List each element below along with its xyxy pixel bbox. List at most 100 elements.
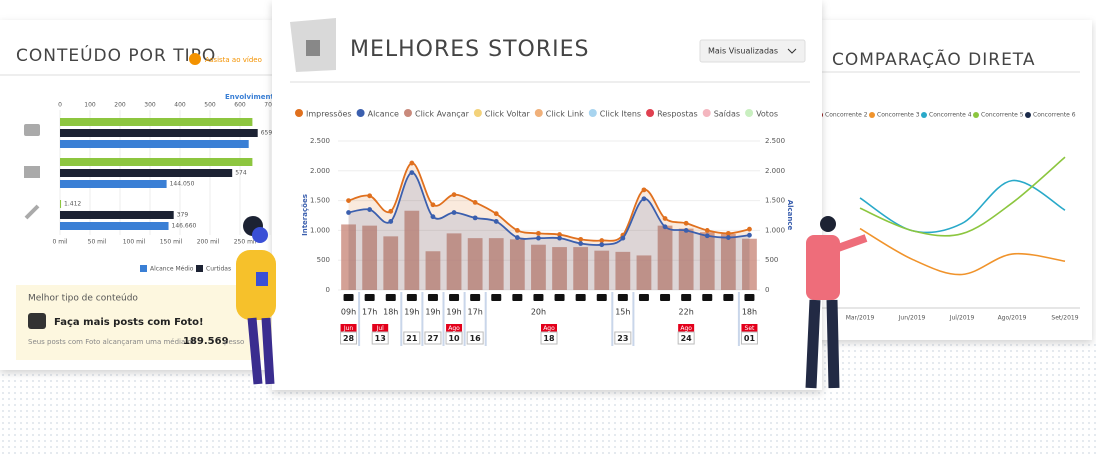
story-icon	[660, 294, 671, 301]
day-label: 23	[617, 334, 628, 343]
thumb-icon	[306, 40, 320, 56]
point	[620, 235, 626, 241]
woman-head	[252, 227, 268, 243]
legend-swatch	[973, 112, 979, 118]
panel	[812, 20, 1092, 340]
bar	[60, 180, 167, 188]
story-icon	[617, 294, 628, 301]
time-label: 19h	[425, 308, 440, 317]
x-tick-label: 400	[174, 102, 186, 109]
day-box	[340, 331, 358, 345]
axis-title: Envolvimento mi	[225, 93, 291, 101]
y2-tick-label: 2.000	[765, 167, 785, 175]
bar	[425, 251, 441, 290]
tip-unit: pesso	[224, 338, 244, 346]
legend-swatch	[869, 112, 875, 118]
bar	[60, 200, 62, 208]
point	[409, 160, 415, 166]
point	[599, 238, 605, 243]
legend-swatch	[588, 109, 597, 117]
x-tick-label: 300	[144, 102, 156, 109]
month-label: Ago	[543, 325, 555, 332]
story-icon	[385, 294, 396, 301]
bar	[678, 228, 694, 290]
x-tick-label: Ago/2019	[998, 315, 1027, 322]
area	[348, 163, 750, 290]
day-box	[445, 331, 463, 345]
right-panel: COMPARAÇÃO DIRETA Mar/2019 Jun/2019 Jul/20…	[812, 20, 1092, 340]
point	[662, 216, 668, 221]
legend-swatch	[473, 109, 482, 117]
legend-swatch	[646, 109, 655, 117]
x-tick-label: 500	[204, 102, 216, 109]
point	[472, 215, 478, 221]
point	[536, 230, 541, 236]
point	[493, 219, 499, 224]
day-label: 16	[470, 334, 482, 343]
x-tick-label: 700	[264, 102, 276, 109]
day-box	[424, 331, 442, 345]
bar	[531, 244, 546, 290]
x-tick-label: 0	[58, 102, 62, 109]
man-body	[806, 235, 840, 300]
legend-swatch	[921, 112, 927, 118]
bar	[573, 247, 589, 290]
bar	[60, 222, 169, 230]
time-label: 20h	[531, 308, 546, 317]
x2-tick-label: 0 mil	[53, 239, 68, 246]
line	[859, 156, 1066, 237]
legend-label: Concorrente 5	[981, 112, 1024, 119]
legend-label: Impressões	[306, 110, 352, 119]
day-label: 13	[375, 334, 386, 343]
video-icon	[24, 166, 40, 178]
month-badge	[372, 324, 389, 332]
data-label: 146.660	[172, 223, 197, 230]
y-tick-label: 0	[326, 286, 330, 294]
photo-icon	[24, 124, 40, 136]
day-label: 18	[543, 334, 555, 343]
y2-tick-label: 1.000	[765, 226, 785, 234]
camera-icon	[28, 313, 46, 329]
x-tick-label: Set/2019	[1051, 315, 1078, 322]
bar	[60, 169, 233, 177]
legend-label: Concorrente 6	[1033, 112, 1076, 119]
legend-swatch	[745, 109, 754, 117]
point	[451, 210, 457, 215]
day-box	[403, 331, 421, 345]
month-badge	[741, 324, 758, 332]
data-label: 379	[177, 212, 189, 219]
story-icon	[575, 294, 586, 301]
video-link[interactable]: Assista ao vídeo	[205, 56, 262, 64]
point	[599, 242, 605, 248]
point	[725, 235, 731, 240]
day-label: 24	[681, 334, 693, 343]
time-label: 18h	[383, 308, 398, 317]
point	[430, 214, 436, 220]
legend-label: Votos	[756, 110, 778, 119]
day-box	[677, 331, 695, 345]
story-icon	[427, 294, 438, 301]
point	[747, 232, 752, 238]
story-icon	[744, 294, 755, 301]
bar	[720, 233, 736, 290]
dropdown[interactable]	[699, 39, 806, 63]
mug	[256, 272, 268, 286]
story-icon	[364, 294, 375, 301]
story-icon	[491, 294, 502, 301]
story-icon	[512, 294, 523, 301]
point	[367, 193, 373, 199]
legend-label: Saídas	[714, 110, 740, 119]
y-tick-label: 2.000	[310, 167, 330, 175]
chevron	[787, 48, 797, 54]
month-badge	[446, 324, 463, 332]
month-label: Jun	[343, 325, 354, 332]
bar	[699, 232, 715, 290]
bar	[60, 158, 253, 166]
bar	[60, 140, 249, 148]
day-box	[614, 331, 632, 345]
bar	[404, 210, 420, 290]
point	[578, 241, 584, 246]
x2-tick-label: 100 mil	[123, 239, 146, 246]
y-tick-label: 2.500	[310, 137, 330, 145]
time-label: 17h	[362, 308, 377, 317]
